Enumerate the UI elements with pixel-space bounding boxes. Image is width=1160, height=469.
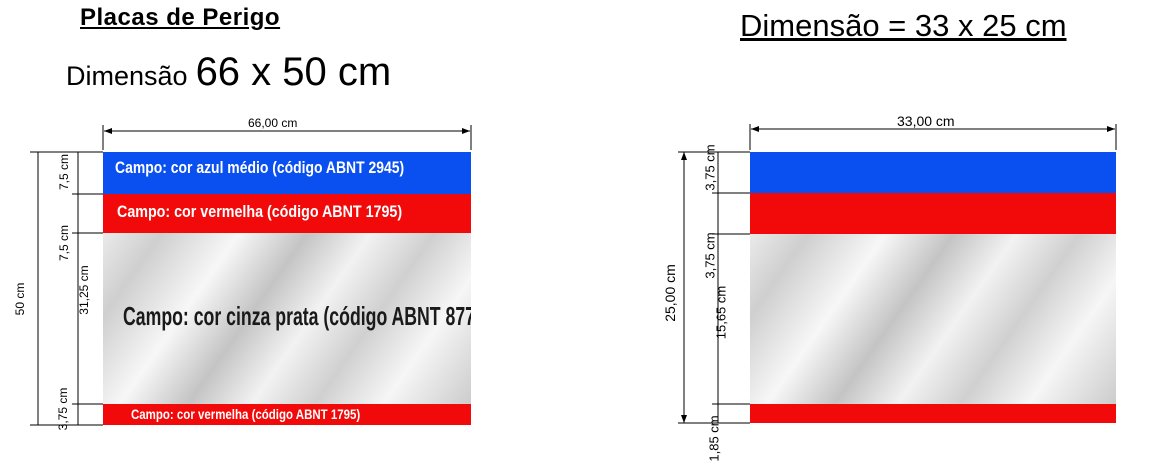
right-band-blue: [750, 152, 1116, 193]
right-title: Dimensão = 33 x 25 cm: [740, 8, 1067, 43]
left-band-red-text: Campo: cor vermelha (código ABNT 1795): [117, 202, 403, 221]
left-title: Placas de Perigo: [80, 4, 281, 31]
left-band-blue-text: Campo: cor azul médio (código ABNT 2945): [115, 158, 405, 177]
left-band-red-bottom: Campo: cor vermelha (código ABNT 1795): [103, 404, 471, 425]
right-width-label: 33,00 cm: [897, 113, 955, 129]
right-seg-label-2: 3,75 cm: [702, 232, 718, 279]
right-band-red: [750, 193, 1116, 234]
right-band-silver: [750, 234, 1116, 404]
right-band-red-bottom: [750, 404, 1116, 423]
right-seg-label-1: 3,75 cm: [702, 144, 718, 191]
left-sign: Campo: cor azul médio (código ABNT 2945)…: [103, 152, 471, 425]
left-band-silver-text: Campo: cor cinza prata (código ABNT 877): [123, 301, 471, 331]
right-seg-label-3: 15,65 cm: [713, 285, 729, 340]
right-seg-label-4: 1,85 cm: [706, 415, 722, 462]
left-band-red-bottom-text: Campo: cor vermelha (código ABNT 1795): [131, 406, 361, 422]
right-sign: [750, 152, 1116, 423]
right-height-label: 25,00 cm: [662, 264, 678, 322]
left-width-label: 66,00 cm: [248, 116, 298, 130]
left-subtitle-dims: 66 x 50 cm: [195, 50, 392, 94]
left-band-red: Campo: cor vermelha (código ABNT 1795): [103, 194, 471, 233]
left-band-silver: Campo: cor cinza prata (código ABNT 877): [103, 233, 471, 404]
left-subtitle-word: Dimensão: [66, 61, 188, 91]
left-subtitle: Dimensão 66 x 50 cm: [66, 50, 391, 95]
left-band-blue: Campo: cor azul médio (código ABNT 2945): [103, 152, 471, 194]
